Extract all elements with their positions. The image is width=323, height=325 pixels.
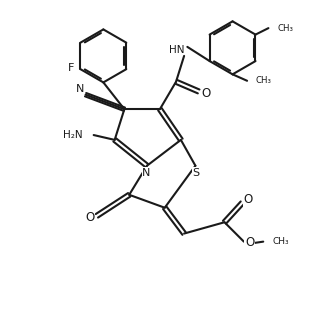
Text: H₂N: H₂N xyxy=(63,130,82,140)
Text: CH₃: CH₃ xyxy=(256,76,272,85)
Text: O: O xyxy=(244,193,253,206)
Text: O: O xyxy=(245,236,254,249)
Text: N: N xyxy=(142,168,151,178)
Text: F: F xyxy=(68,63,75,73)
Text: CH₃: CH₃ xyxy=(272,237,289,246)
Text: S: S xyxy=(193,168,200,178)
Text: HN: HN xyxy=(169,45,185,55)
Text: N: N xyxy=(76,84,84,94)
Text: O: O xyxy=(85,211,94,224)
Text: O: O xyxy=(201,86,210,99)
Text: CH₃: CH₃ xyxy=(277,24,293,32)
